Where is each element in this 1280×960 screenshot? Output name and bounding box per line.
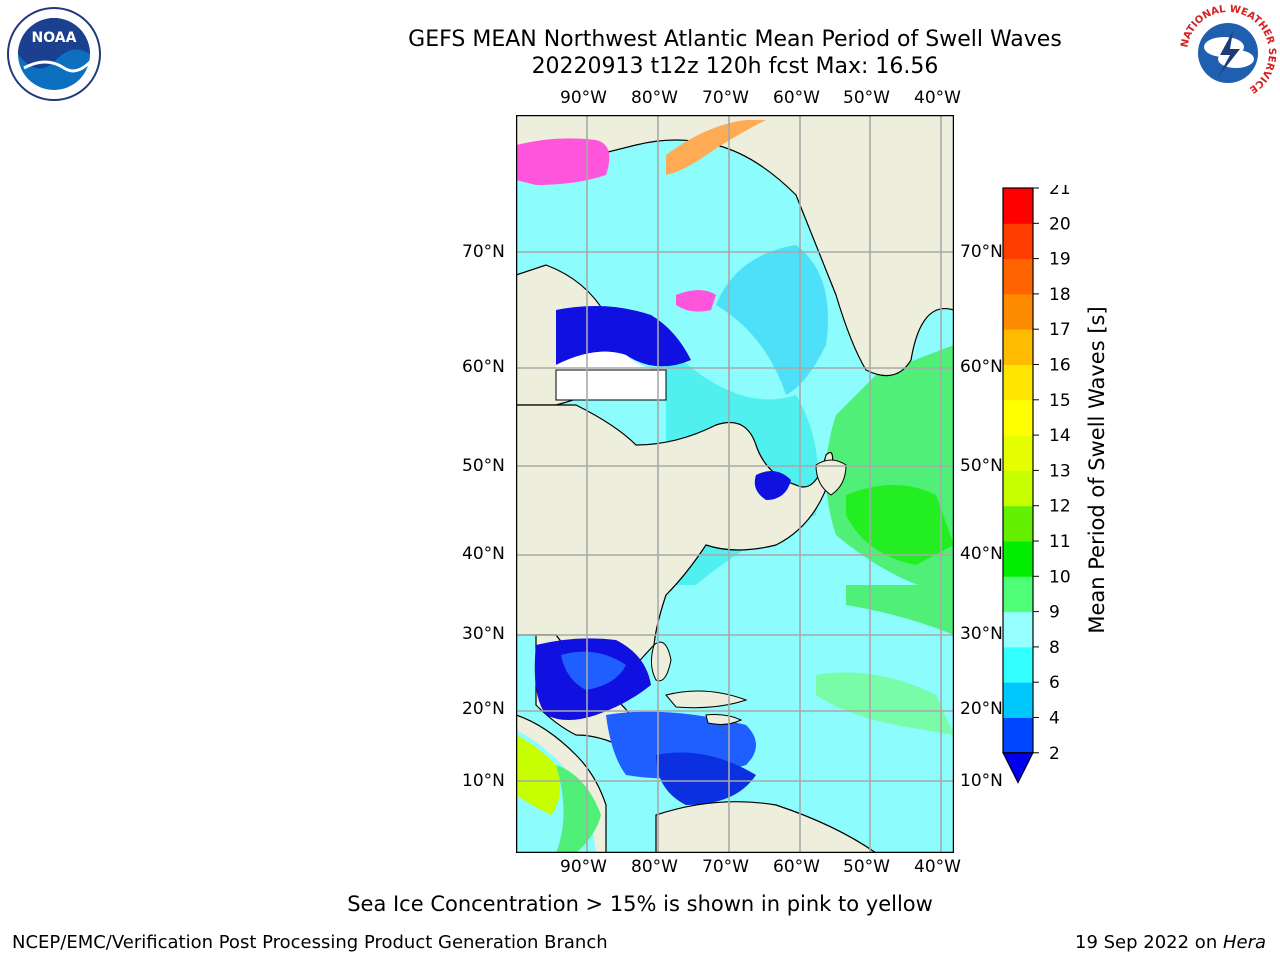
colorbar-segment bbox=[1003, 505, 1033, 542]
lat-label-right: 40°N bbox=[960, 544, 1003, 564]
colorbar-tick-label: 4 bbox=[1049, 709, 1060, 729]
florida bbox=[650, 641, 672, 682]
noaa-logo: NOAA bbox=[7, 7, 101, 101]
lat-label-left: 60°N bbox=[462, 357, 505, 377]
colorbar-tick-label: 11 bbox=[1049, 532, 1071, 552]
lon-label-bottom: 80°W bbox=[631, 857, 678, 877]
gulf-st-lawrence bbox=[754, 471, 791, 500]
map-panel bbox=[516, 115, 954, 853]
lat-label-left: 70°N bbox=[462, 242, 505, 262]
lat-label-left: 20°N bbox=[462, 699, 505, 719]
hispaniola bbox=[705, 714, 743, 725]
arctic-sea-ice-edge bbox=[666, 120, 766, 175]
colorbar-segment bbox=[1003, 646, 1033, 683]
sea-ice-note: Sea Ice Concentration > 15% is shown in … bbox=[347, 892, 933, 916]
lat-label-right: 50°N bbox=[960, 456, 1003, 476]
lon-label-bottom: 40°W bbox=[914, 857, 961, 877]
south-america-land bbox=[655, 801, 878, 853]
lon-label-top: 70°W bbox=[702, 88, 749, 108]
colorbar-segment bbox=[1003, 470, 1033, 507]
lon-label-bottom: 70°W bbox=[702, 857, 749, 877]
colorbar-tick-label: 18 bbox=[1049, 285, 1071, 305]
colorbar-tick-label: 20 bbox=[1049, 214, 1071, 234]
colorbar-segment bbox=[1003, 329, 1033, 365]
lat-label-right: 70°N bbox=[960, 242, 1003, 262]
noaa-logo-text: NOAA bbox=[32, 30, 77, 46]
colorbar-segment bbox=[1003, 576, 1033, 613]
lon-label-bottom: 50°W bbox=[843, 857, 890, 877]
colorbar: 2 4 6 8 9 10 11 12 13 14 15 16 17 18 19 20 21 bbox=[1002, 185, 1071, 784]
arctic-sea-ice bbox=[516, 138, 610, 185]
colorbar-segment bbox=[1003, 435, 1033, 471]
colorbar-segment bbox=[1003, 682, 1033, 718]
footer-date: 19 Sep 2022 on Hera bbox=[1075, 932, 1266, 953]
high-period-region bbox=[846, 485, 954, 565]
footer-date-text: 19 Sep 2022 on bbox=[1075, 932, 1223, 953]
lon-label-top: 60°W bbox=[773, 88, 820, 108]
lon-label-top: 80°W bbox=[631, 88, 678, 108]
colorbar-segment bbox=[1003, 223, 1033, 260]
lat-label-left: 50°N bbox=[462, 456, 505, 476]
graticule bbox=[516, 115, 954, 853]
lon-label-top: 90°W bbox=[560, 88, 607, 108]
footer-source: NCEP/EMC/Verification Post Processing Pr… bbox=[12, 932, 608, 953]
cuba bbox=[665, 690, 748, 709]
colorbar-segment bbox=[1003, 399, 1033, 436]
newfoundland bbox=[815, 459, 847, 496]
lon-label-top: 50°W bbox=[843, 88, 890, 108]
colorbar-segment bbox=[1003, 258, 1033, 295]
lon-label-bottom: 60°W bbox=[773, 857, 820, 877]
james-bay-area bbox=[555, 369, 667, 401]
colorbar-tick-label: 10 bbox=[1049, 567, 1071, 587]
chart-title: GEFS MEAN Northwest Atlantic Mean Period… bbox=[408, 27, 1062, 52]
colorbar-tick-label: 13 bbox=[1049, 461, 1071, 481]
lat-label-right: 60°N bbox=[960, 357, 1003, 377]
colorbar-segment bbox=[1003, 188, 1033, 224]
nws-logo: NATIONAL WEATHER SERVICE bbox=[1179, 4, 1277, 101]
chart-subtitle: 20220913 t12z 120h fcst Max: 16.56 bbox=[531, 54, 939, 79]
colorbar-tick-label: 12 bbox=[1049, 497, 1071, 517]
greenland-arctic-land bbox=[516, 115, 954, 377]
lat-label-left: 10°N bbox=[462, 771, 505, 791]
colorbar-segment bbox=[1003, 364, 1033, 401]
lat-label-left: 40°N bbox=[462, 544, 505, 564]
lat-label-right: 10°N bbox=[960, 771, 1003, 791]
colorbar-segment bbox=[1003, 611, 1033, 648]
colorbar-tick-label: 2 bbox=[1049, 744, 1060, 764]
lon-label-top: 40°W bbox=[914, 88, 961, 108]
colorbar-tick-label: 17 bbox=[1049, 320, 1071, 340]
colorbar-tick-label: 14 bbox=[1049, 426, 1071, 446]
colorbar-tick-label: 8 bbox=[1049, 638, 1060, 658]
colorbar-segment bbox=[1003, 293, 1033, 330]
colorbar-tick-label: 21 bbox=[1049, 185, 1071, 199]
footer-host: Hera bbox=[1222, 932, 1266, 953]
colorbar-tick-label: 6 bbox=[1049, 673, 1060, 693]
pacific-high-period bbox=[516, 735, 560, 815]
colorbar-segment bbox=[1003, 717, 1033, 754]
lat-label-right: 20°N bbox=[960, 699, 1003, 719]
colorbar-tick-label: 16 bbox=[1049, 356, 1071, 376]
colorbar-label: Mean Period of Swell Waves [s] bbox=[1085, 306, 1109, 634]
colorbar-tick-label: 15 bbox=[1049, 391, 1071, 411]
map-border bbox=[516, 115, 954, 853]
lat-label-right: 30°N bbox=[960, 624, 1003, 644]
lat-label-left: 30°N bbox=[462, 624, 505, 644]
colorbar-tick-label: 19 bbox=[1049, 250, 1071, 270]
lon-label-bottom: 90°W bbox=[560, 857, 607, 877]
colorbar-extend-arrow bbox=[1002, 752, 1034, 784]
colorbar-segment bbox=[1003, 541, 1033, 577]
colorbar-tick-label: 9 bbox=[1049, 603, 1060, 623]
